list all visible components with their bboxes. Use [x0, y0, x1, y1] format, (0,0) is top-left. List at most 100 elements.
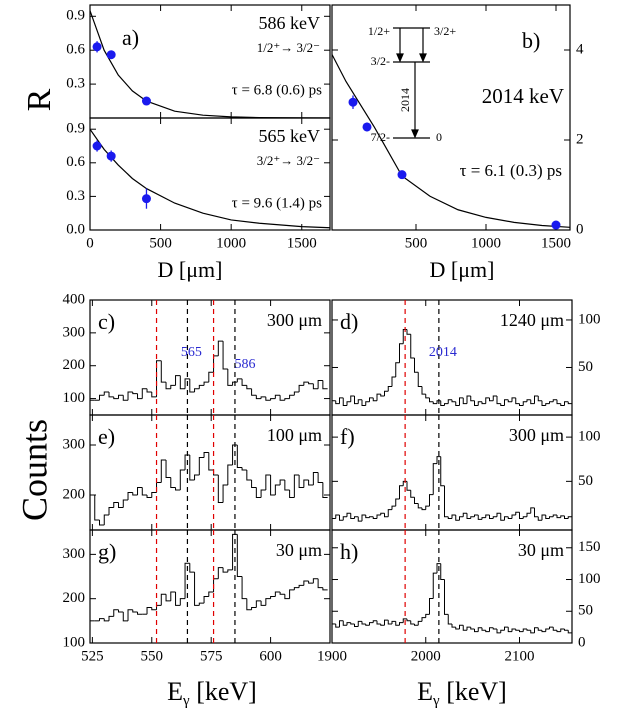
histogram-bin [395, 498, 400, 507]
symbol: E [167, 677, 183, 706]
histogram-bin [189, 455, 195, 481]
histogram-bin [339, 397, 344, 404]
y-tick-label: 300 [63, 324, 86, 340]
data-point [551, 220, 561, 230]
title: 30 μm [276, 540, 322, 560]
histogram-bin [369, 622, 374, 626]
histogram-bin [165, 382, 171, 390]
histogram-bin [342, 516, 347, 521]
histogram-bin [500, 513, 505, 521]
histogram-bin [255, 600, 262, 608]
histogram-bin [270, 398, 276, 401]
histogram-bin [260, 396, 266, 399]
histogram-bin [274, 591, 281, 597]
histogram-bin [270, 595, 276, 599]
y-tick-label: 100 [578, 429, 601, 445]
histogram-bin [391, 376, 396, 387]
title: 2014 keV [482, 84, 564, 108]
histogram-bin [567, 401, 572, 405]
histogram-bin [289, 490, 295, 498]
histogram-bin [241, 576, 247, 600]
histogram-bin [175, 375, 181, 386]
energy-axis-title: Eγ [keV] [417, 677, 507, 709]
histogram-bin [372, 397, 377, 402]
x-tick-label: 2100 [505, 648, 535, 664]
title: 300 μm [509, 425, 564, 445]
histogram-bin [118, 609, 124, 613]
histogram-bin [496, 512, 501, 517]
histogram-bin [425, 505, 430, 510]
histogram-bin [402, 328, 407, 344]
histogram-bin [537, 516, 542, 521]
histogram-bin [462, 625, 467, 631]
histogram-bin [194, 474, 200, 480]
histogram-bin [160, 360, 167, 383]
histogram-bin [451, 399, 456, 403]
histogram-bin [496, 395, 501, 405]
level-label: 3/2- [371, 54, 390, 68]
histogram-bin [312, 472, 319, 485]
histogram-bin [308, 480, 314, 486]
histogram-bin [103, 391, 110, 396]
histogram-bin [399, 485, 404, 500]
histogram-bin [541, 400, 546, 406]
title: 1240 μm [500, 310, 564, 330]
histogram-bin [511, 397, 516, 402]
histogram-bin [507, 399, 512, 403]
y-tick-label: 100 [63, 390, 86, 406]
histogram-bin [208, 452, 214, 471]
histogram-bin [284, 398, 290, 401]
histogram-bin [485, 514, 490, 518]
histogram-bin [170, 477, 176, 488]
histogram-bin [470, 516, 475, 519]
histogram-bin [255, 395, 262, 400]
peak-label: 2014 [429, 345, 457, 360]
histogram-bin [354, 395, 359, 405]
histogram-bin [122, 499, 129, 508]
histogram-bin [541, 630, 546, 633]
y-tick-label: 50 [578, 603, 593, 619]
histogram-bin [560, 403, 565, 406]
data-point [348, 97, 358, 107]
histogram-bin [236, 534, 243, 578]
panel-frame [89, 117, 331, 231]
x-tick-label: 1900 [317, 648, 347, 664]
histogram-bin [440, 456, 445, 487]
histogram-bin [151, 492, 157, 498]
histogram-bin [417, 503, 422, 509]
histogram-bin [477, 627, 482, 632]
histogram-bin [298, 584, 304, 588]
histogram-bin [376, 514, 381, 519]
histogram-bin [552, 399, 557, 402]
histogram-bin [213, 470, 219, 476]
level-label: 3/2+ [434, 24, 456, 38]
histogram-bin [289, 394, 295, 399]
x-tick-label: 2000 [411, 648, 441, 664]
histogram-bin [511, 514, 516, 519]
y-tick-label: 0.0 [66, 221, 85, 237]
histogram-bin [357, 620, 362, 627]
title: 586 keV [259, 13, 321, 33]
x-tick-label: 500 [149, 235, 172, 251]
histogram-bin [255, 487, 262, 498]
panel-label: f) [340, 424, 355, 449]
histogram-bin [335, 623, 340, 628]
histogram-bin [339, 514, 344, 521]
histogram-bin [489, 627, 494, 632]
y-tick-label: 50 [578, 359, 593, 375]
histogram-bin [94, 495, 100, 521]
histogram-bin [189, 378, 195, 393]
histogram-bin [402, 480, 407, 486]
histogram-bin [549, 516, 554, 519]
panel-frame [331, 529, 573, 644]
annotation: τ = 6.8 (0.6) ps [232, 82, 322, 98]
histogram-bin [552, 627, 557, 631]
histogram-bin [227, 369, 233, 386]
histogram-bin [132, 492, 138, 496]
histogram-bin [485, 630, 490, 633]
histogram-bin [160, 593, 167, 606]
histogram-bin [515, 511, 520, 515]
y-tick-label: 2 [576, 131, 584, 147]
histogram-bin [213, 355, 219, 373]
histogram-bin [274, 394, 281, 399]
